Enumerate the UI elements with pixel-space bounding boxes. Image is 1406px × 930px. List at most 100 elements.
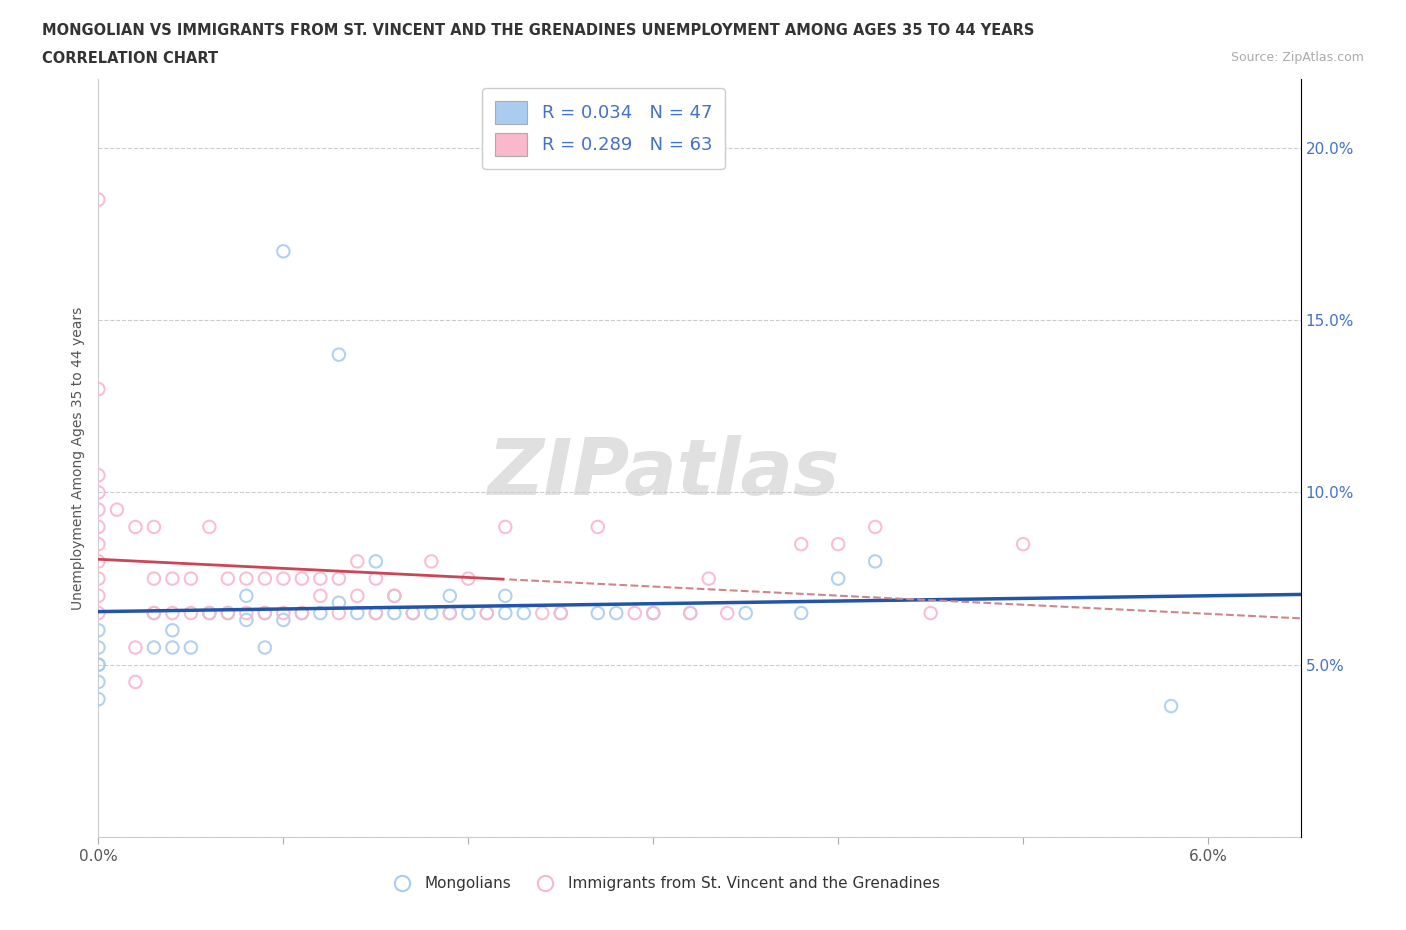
Point <box>87 468 110 483</box>
Point <box>1160 698 1182 713</box>
Text: CORRELATION CHART: CORRELATION CHART <box>42 51 218 66</box>
Legend: Mongolians, Immigrants from St. Vincent and the Grenadines: Mongolians, Immigrants from St. Vincent … <box>381 870 946 897</box>
Point <box>309 589 332 604</box>
Point <box>420 554 443 569</box>
Point <box>235 613 257 628</box>
Point <box>142 571 165 586</box>
Point <box>402 605 425 620</box>
Point <box>346 605 368 620</box>
Point <box>87 571 110 586</box>
Point <box>162 605 184 620</box>
Point <box>87 623 110 638</box>
Text: MONGOLIAN VS IMMIGRANTS FROM ST. VINCENT AND THE GRENADINES UNEMPLOYMENT AMONG A: MONGOLIAN VS IMMIGRANTS FROM ST. VINCENT… <box>42 23 1035 38</box>
Point <box>87 381 110 396</box>
Point <box>87 605 110 620</box>
Point <box>87 502 110 517</box>
Point <box>162 571 184 586</box>
Point <box>87 485 110 500</box>
Point <box>87 640 110 655</box>
Point <box>124 640 146 655</box>
Point <box>198 605 221 620</box>
Point <box>142 605 165 620</box>
Point <box>643 605 665 620</box>
Point <box>863 554 886 569</box>
Point <box>623 605 645 620</box>
Point <box>457 571 479 586</box>
Point <box>494 589 516 604</box>
Point <box>87 193 110 207</box>
Point <box>328 595 350 610</box>
Point <box>402 605 425 620</box>
Point <box>291 571 314 586</box>
Point <box>346 554 368 569</box>
Point <box>364 554 387 569</box>
Point <box>863 520 886 535</box>
Point <box>827 537 849 551</box>
Point <box>920 605 942 620</box>
Point <box>180 571 202 586</box>
Point <box>679 605 702 620</box>
Point <box>87 658 110 672</box>
Point <box>364 605 387 620</box>
Point <box>679 605 702 620</box>
Point <box>328 571 350 586</box>
Point <box>550 605 572 620</box>
Point <box>235 571 257 586</box>
Point <box>586 605 609 620</box>
Point <box>142 520 165 535</box>
Point <box>494 605 516 620</box>
Point <box>309 605 332 620</box>
Point <box>180 605 202 620</box>
Point <box>734 605 756 620</box>
Point <box>716 605 738 620</box>
Point <box>273 571 295 586</box>
Point <box>273 605 295 620</box>
Point <box>87 658 110 672</box>
Point <box>87 674 110 689</box>
Point <box>513 605 536 620</box>
Point <box>253 605 276 620</box>
Point <box>364 605 387 620</box>
Point <box>142 605 165 620</box>
Point <box>124 520 146 535</box>
Point <box>531 605 554 620</box>
Point <box>586 520 609 535</box>
Point <box>382 589 405 604</box>
Point <box>87 537 110 551</box>
Point <box>87 520 110 535</box>
Point <box>790 537 813 551</box>
Point <box>217 605 239 620</box>
Point <box>198 520 221 535</box>
Point <box>235 605 257 620</box>
Point <box>475 605 498 620</box>
Point <box>643 605 665 620</box>
Point <box>217 571 239 586</box>
Point <box>605 605 627 620</box>
Point <box>309 571 332 586</box>
Point <box>162 623 184 638</box>
Point <box>142 640 165 655</box>
Point <box>291 605 314 620</box>
Point <box>235 589 257 604</box>
Point <box>180 640 202 655</box>
Point <box>253 571 276 586</box>
Point <box>420 605 443 620</box>
Text: ZIPatlas: ZIPatlas <box>488 435 839 512</box>
Point <box>439 605 461 620</box>
Text: Source: ZipAtlas.com: Source: ZipAtlas.com <box>1230 51 1364 64</box>
Point <box>328 605 350 620</box>
Point <box>457 605 479 620</box>
Point <box>162 640 184 655</box>
Point <box>273 244 295 259</box>
Point <box>382 589 405 604</box>
Point <box>439 605 461 620</box>
Point <box>346 589 368 604</box>
Point <box>494 520 516 535</box>
Point <box>253 605 276 620</box>
Point <box>827 571 849 586</box>
Point <box>697 571 720 586</box>
Point <box>291 605 314 620</box>
Point <box>439 589 461 604</box>
Point <box>328 347 350 362</box>
Point <box>550 605 572 620</box>
